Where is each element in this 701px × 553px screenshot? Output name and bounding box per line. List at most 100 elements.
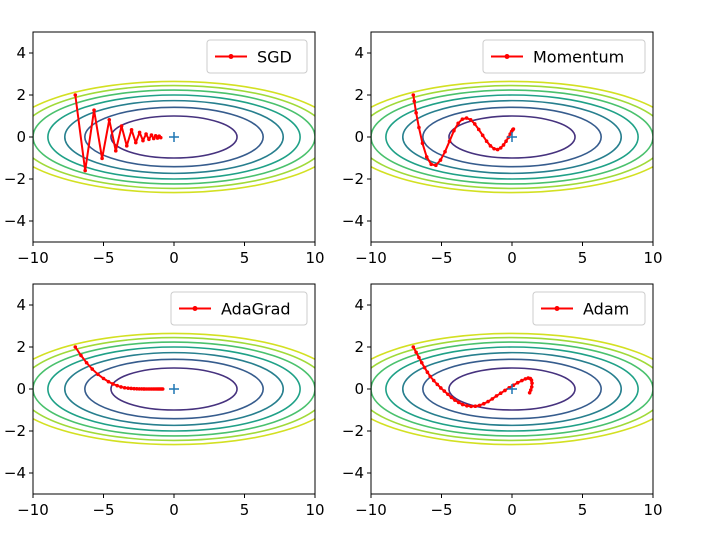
x-tick-label: 0 — [169, 501, 179, 519]
contour-level-1 — [448, 115, 576, 159]
data-point — [411, 93, 416, 97]
data-point — [449, 395, 454, 400]
data-point — [412, 99, 417, 104]
y-tick-label: 0 — [354, 380, 364, 398]
data-point — [119, 124, 124, 128]
contour-level-1 — [110, 367, 238, 411]
chart-panel-1: −10 −5 0 5 10 −4 −2 0 2 4 SGD — [4, 31, 325, 267]
data-point — [498, 391, 503, 396]
data-point — [446, 392, 450, 397]
data-point — [460, 117, 465, 121]
data-point — [434, 163, 438, 168]
data-point — [113, 149, 118, 153]
data-point — [456, 400, 461, 405]
data-point — [92, 108, 96, 112]
data-point — [420, 141, 425, 146]
legend-marker-swatch — [192, 306, 198, 311]
data-point — [486, 399, 490, 404]
data-point — [122, 385, 127, 390]
y-tick-label: −2 — [342, 422, 364, 440]
contour-level-6 — [33, 336, 315, 442]
x-tick-label: −5 — [92, 501, 114, 519]
x-tick-label: −10 — [355, 501, 387, 519]
legend-box — [206, 39, 308, 74]
contour-level-5 — [371, 89, 653, 185]
legend-marker-swatch — [228, 54, 234, 59]
legend-label: Momentum — [533, 48, 624, 67]
data-point — [453, 398, 457, 402]
data-point — [488, 144, 493, 148]
y-tick-label: −2 — [4, 422, 26, 440]
data-point — [435, 382, 440, 387]
data-point — [527, 390, 532, 395]
data-point — [151, 136, 156, 141]
data-point — [73, 345, 78, 349]
data-point — [431, 378, 436, 383]
data-point — [438, 158, 443, 162]
data-point — [149, 133, 154, 137]
data-point — [79, 353, 83, 358]
data-point — [414, 350, 418, 355]
contour-level-7 — [33, 80, 315, 194]
data-point — [84, 360, 89, 365]
data-point — [515, 380, 520, 385]
data-point — [132, 386, 136, 391]
data-point — [523, 377, 528, 381]
data-point — [160, 387, 165, 391]
y-tick-label: 2 — [354, 338, 364, 356]
data-point — [473, 404, 478, 409]
x-tick-label: −5 — [92, 249, 114, 267]
contour-level-3 — [401, 351, 623, 427]
y-tick-label: 2 — [354, 86, 364, 104]
data-point — [429, 162, 434, 167]
data-point — [90, 367, 95, 371]
data-point — [529, 378, 534, 382]
contour-level-2 — [84, 358, 264, 420]
data-point — [106, 379, 111, 384]
contour-level-7 — [371, 332, 653, 446]
data-point — [468, 117, 473, 122]
y-tick-label: 4 — [354, 296, 364, 314]
data-point — [134, 386, 139, 391]
data-point — [419, 360, 424, 365]
x-tick-label: 5 — [240, 249, 250, 267]
data-point — [456, 121, 460, 126]
x-tick-label: −5 — [430, 501, 452, 519]
contour-level-6 — [371, 84, 653, 190]
minimum-marker — [507, 132, 517, 142]
contour-level-4 — [385, 346, 639, 432]
data-point — [476, 127, 481, 132]
contour-level-7 — [371, 80, 653, 194]
data-point — [107, 117, 112, 122]
x-tick-label: 0 — [507, 249, 517, 267]
data-point — [119, 385, 123, 389]
data-point — [443, 149, 447, 154]
data-point — [424, 155, 429, 159]
data-point — [452, 128, 456, 133]
x-tick-label: 0 — [169, 249, 179, 267]
contour-level-4 — [47, 94, 301, 180]
y-tick-label: −2 — [342, 170, 364, 188]
data-point — [442, 389, 447, 393]
contour-level-6 — [33, 84, 315, 190]
contour-level-2 — [84, 106, 264, 168]
data-point — [529, 385, 534, 389]
x-tick-label: −5 — [430, 249, 452, 267]
legend-box — [482, 39, 646, 74]
data-point — [417, 125, 421, 130]
data-point — [137, 130, 142, 135]
data-point — [511, 127, 516, 131]
data-point — [411, 345, 416, 349]
data-point — [115, 383, 119, 388]
data-point — [73, 93, 78, 97]
x-tick-label: −10 — [17, 501, 49, 519]
data-point — [417, 355, 421, 360]
contour-level-6 — [371, 336, 653, 442]
contour-level-3 — [63, 351, 285, 427]
legend-label: AdaGrad — [221, 300, 291, 319]
x-tick-label: 5 — [578, 501, 588, 519]
minimum-marker — [169, 384, 179, 394]
data-point — [498, 146, 503, 150]
y-tick-label: −4 — [4, 212, 26, 230]
data-point — [465, 404, 469, 408]
